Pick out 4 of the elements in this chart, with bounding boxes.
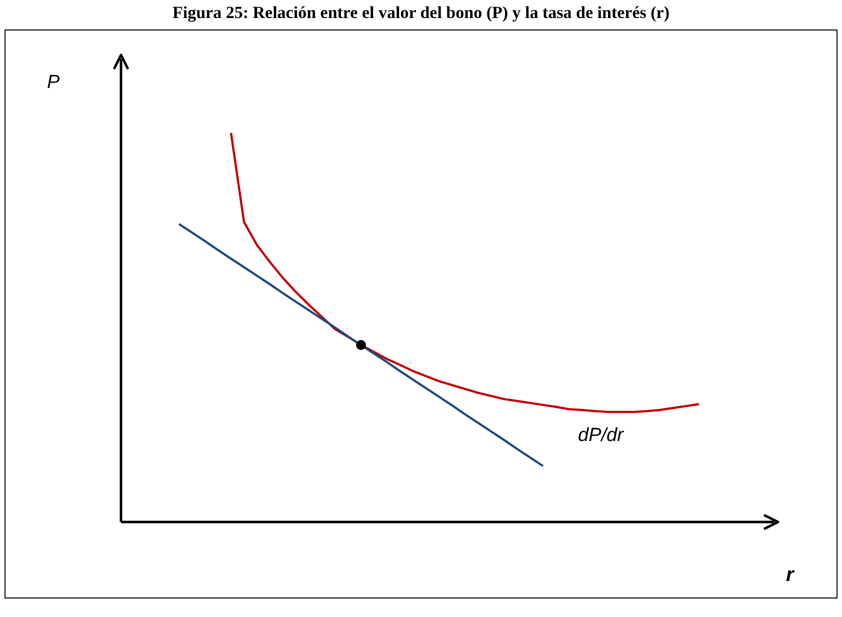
x-axis-title: r bbox=[786, 564, 795, 586]
y-axis-title: P bbox=[47, 72, 60, 93]
annotation: dP/dr bbox=[578, 424, 624, 446]
chart-title: Figura 25: Relación entre el valor del bono (P) y la tasa de interés (r) bbox=[172, 3, 670, 22]
